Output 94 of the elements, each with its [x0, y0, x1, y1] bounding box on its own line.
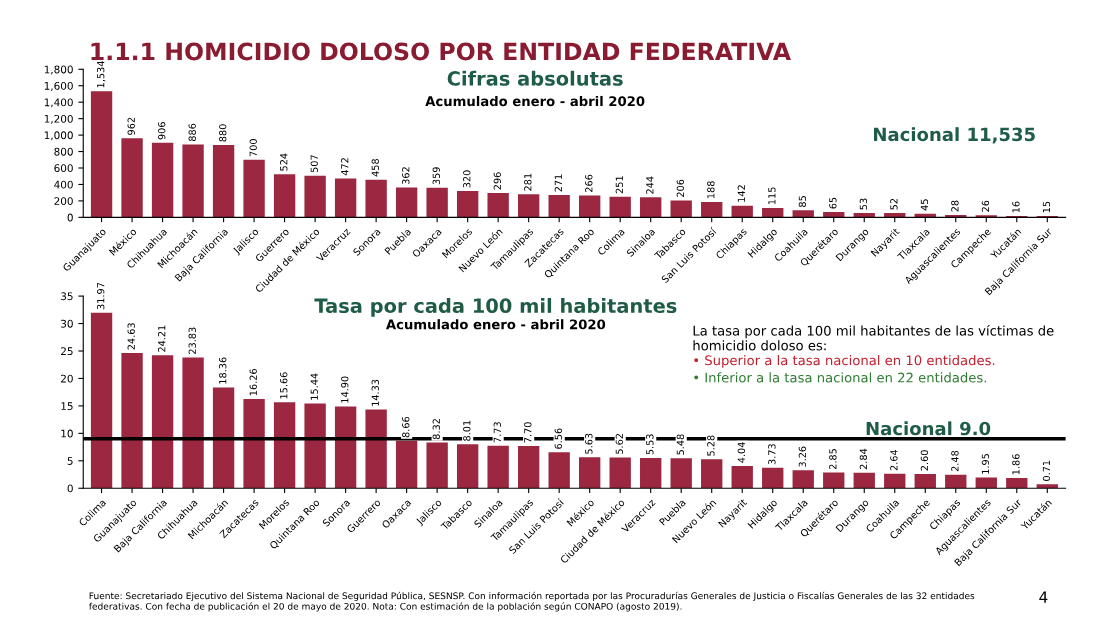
data-label: 5.63: [585, 433, 593, 454]
y-tick-label: 600: [54, 164, 73, 173]
annotation: Acumulado enero - abril 2020: [385, 319, 606, 330]
data-label: 52: [890, 198, 898, 210]
text: 4: [1039, 591, 1048, 603]
annotation: • Inferior a la tasa nacional en 22 entidades.: [694, 372, 987, 383]
y-tick-label: 5: [67, 457, 73, 465]
data-label: 507: [310, 155, 318, 173]
data-label: 15: [1042, 201, 1051, 213]
y-tick-label: 200: [54, 197, 73, 206]
y-tick-label: 1,200: [44, 114, 73, 124]
y-tick-label: 1,400: [44, 98, 73, 108]
data-label: 244: [646, 176, 654, 194]
y-tick-label: 1,800: [44, 65, 73, 75]
data-label: 296: [493, 172, 501, 190]
data-label: 2.48: [951, 450, 959, 472]
data-label: 8.66: [402, 416, 410, 438]
data-label: 2.85: [829, 449, 837, 470]
data-label: 26: [981, 200, 990, 212]
data-label: 5.62: [615, 433, 624, 454]
data-label: 886: [188, 123, 196, 142]
data-label: 281: [524, 173, 532, 191]
data-label: 880: [219, 124, 227, 142]
y-tick-label: 0: [67, 484, 73, 493]
data-label: 2.64: [890, 449, 898, 471]
data-label: 320: [463, 170, 471, 188]
data-label: 6.56: [554, 428, 562, 449]
chart-title: 1.1.1 HOMICIDIO DOLOSO POR ENTIDAD FEDERATIVA: [91, 42, 791, 61]
annotation: Nacional 11,535: [874, 127, 1035, 144]
y-tick-label: 1,600: [44, 81, 73, 91]
data-label: 1,534: [97, 61, 106, 88]
data-label: 85: [798, 196, 807, 207]
data-label: 65: [829, 197, 837, 209]
data-label: 8.32: [432, 419, 440, 440]
data-label: 266: [585, 174, 593, 192]
data-label: 5.53: [646, 434, 654, 455]
y-tick-label: 35: [61, 292, 73, 301]
data-label: 458: [371, 159, 379, 177]
data-label: 0.71: [1042, 460, 1051, 481]
data-label: 206: [676, 179, 685, 197]
data-label: 3.26: [798, 446, 807, 467]
annotation: La tasa por cada 100 mil habitantes de las víctimas de homicidio doloso es:: [693, 324, 1054, 351]
data-label: 24.21: [158, 325, 166, 352]
data-label: 362: [402, 167, 410, 185]
data-label: 14.90: [341, 376, 349, 403]
data-label: 1.95: [981, 453, 990, 474]
data-label: 16: [1012, 201, 1020, 213]
data-label: 28: [951, 200, 959, 212]
y-tick-label: 20: [61, 374, 73, 383]
data-label: 1.86: [1012, 454, 1020, 475]
chart-title: Tasa por cada 100 mil habitantes: [314, 298, 677, 317]
y-tick-label: 25: [61, 347, 73, 356]
data-label: 4.04: [737, 442, 746, 463]
ref-line-label: Nacional 9.0: [866, 421, 991, 436]
data-label: 5.48: [676, 434, 685, 455]
y-tick-label: 10: [61, 429, 73, 438]
data-label: 45: [920, 199, 929, 211]
data-label: 2.84: [859, 448, 868, 470]
y-tick-label: 15: [61, 402, 73, 411]
data-label: 115: [768, 187, 776, 205]
y-tick-label: 30: [61, 319, 73, 328]
y-tick-label: 800: [54, 147, 73, 156]
source-note: Fuente: Secretariado Ejecutivo del Sistema Nacional de Seguridad Pública, SESNSP. Con información reportada por las Procuradurías Generales de Justicia o Fiscalías Generales de las 32 entidades federativas. Con fecha de publicación el 20 de mayo de 2020. Nota: Con estimación de la población según CONAPO (agosto 2019).: [89, 591, 975, 612]
data-label: 5.28: [707, 435, 715, 456]
data-label: 7.70: [524, 422, 532, 443]
annotation: • Superior a la tasa nacional en 10 entidades.: [694, 355, 995, 368]
data-label: 142: [737, 185, 745, 202]
y-tick-label: 400: [54, 180, 73, 189]
data-label: 251: [615, 176, 624, 194]
data-label: 23.83: [188, 327, 196, 354]
data-label: 15.44: [310, 373, 318, 400]
data-label: 53: [859, 198, 868, 210]
data-label: 18.36: [219, 357, 227, 384]
data-label: 31.97: [97, 282, 105, 310]
data-label: 962: [127, 117, 135, 135]
chart-subtitle: Cifras absolutas: [447, 70, 623, 86]
data-label: 16.26: [249, 368, 257, 396]
data-label: 700: [249, 139, 257, 157]
data-label: 3.73: [768, 444, 776, 465]
data-label: 2.60: [920, 450, 929, 471]
data-label: 15.66: [280, 372, 288, 399]
data-label: 24.63: [127, 323, 135, 350]
annotation: Acumulado enero - abril 2020: [425, 95, 645, 107]
y-tick-label: 0: [67, 213, 73, 222]
data-label: 271: [554, 174, 562, 192]
data-label: 8.01: [463, 420, 471, 441]
data-label: 14.33: [371, 379, 379, 406]
data-label: 472: [341, 158, 349, 176]
data-label: 7.73: [493, 422, 501, 443]
data-label: 359: [432, 167, 440, 185]
y-tick-label: 1,000: [44, 131, 73, 141]
data-label: 906: [158, 122, 166, 140]
data-label: 188: [707, 181, 715, 199]
data-label: 524: [280, 153, 288, 171]
